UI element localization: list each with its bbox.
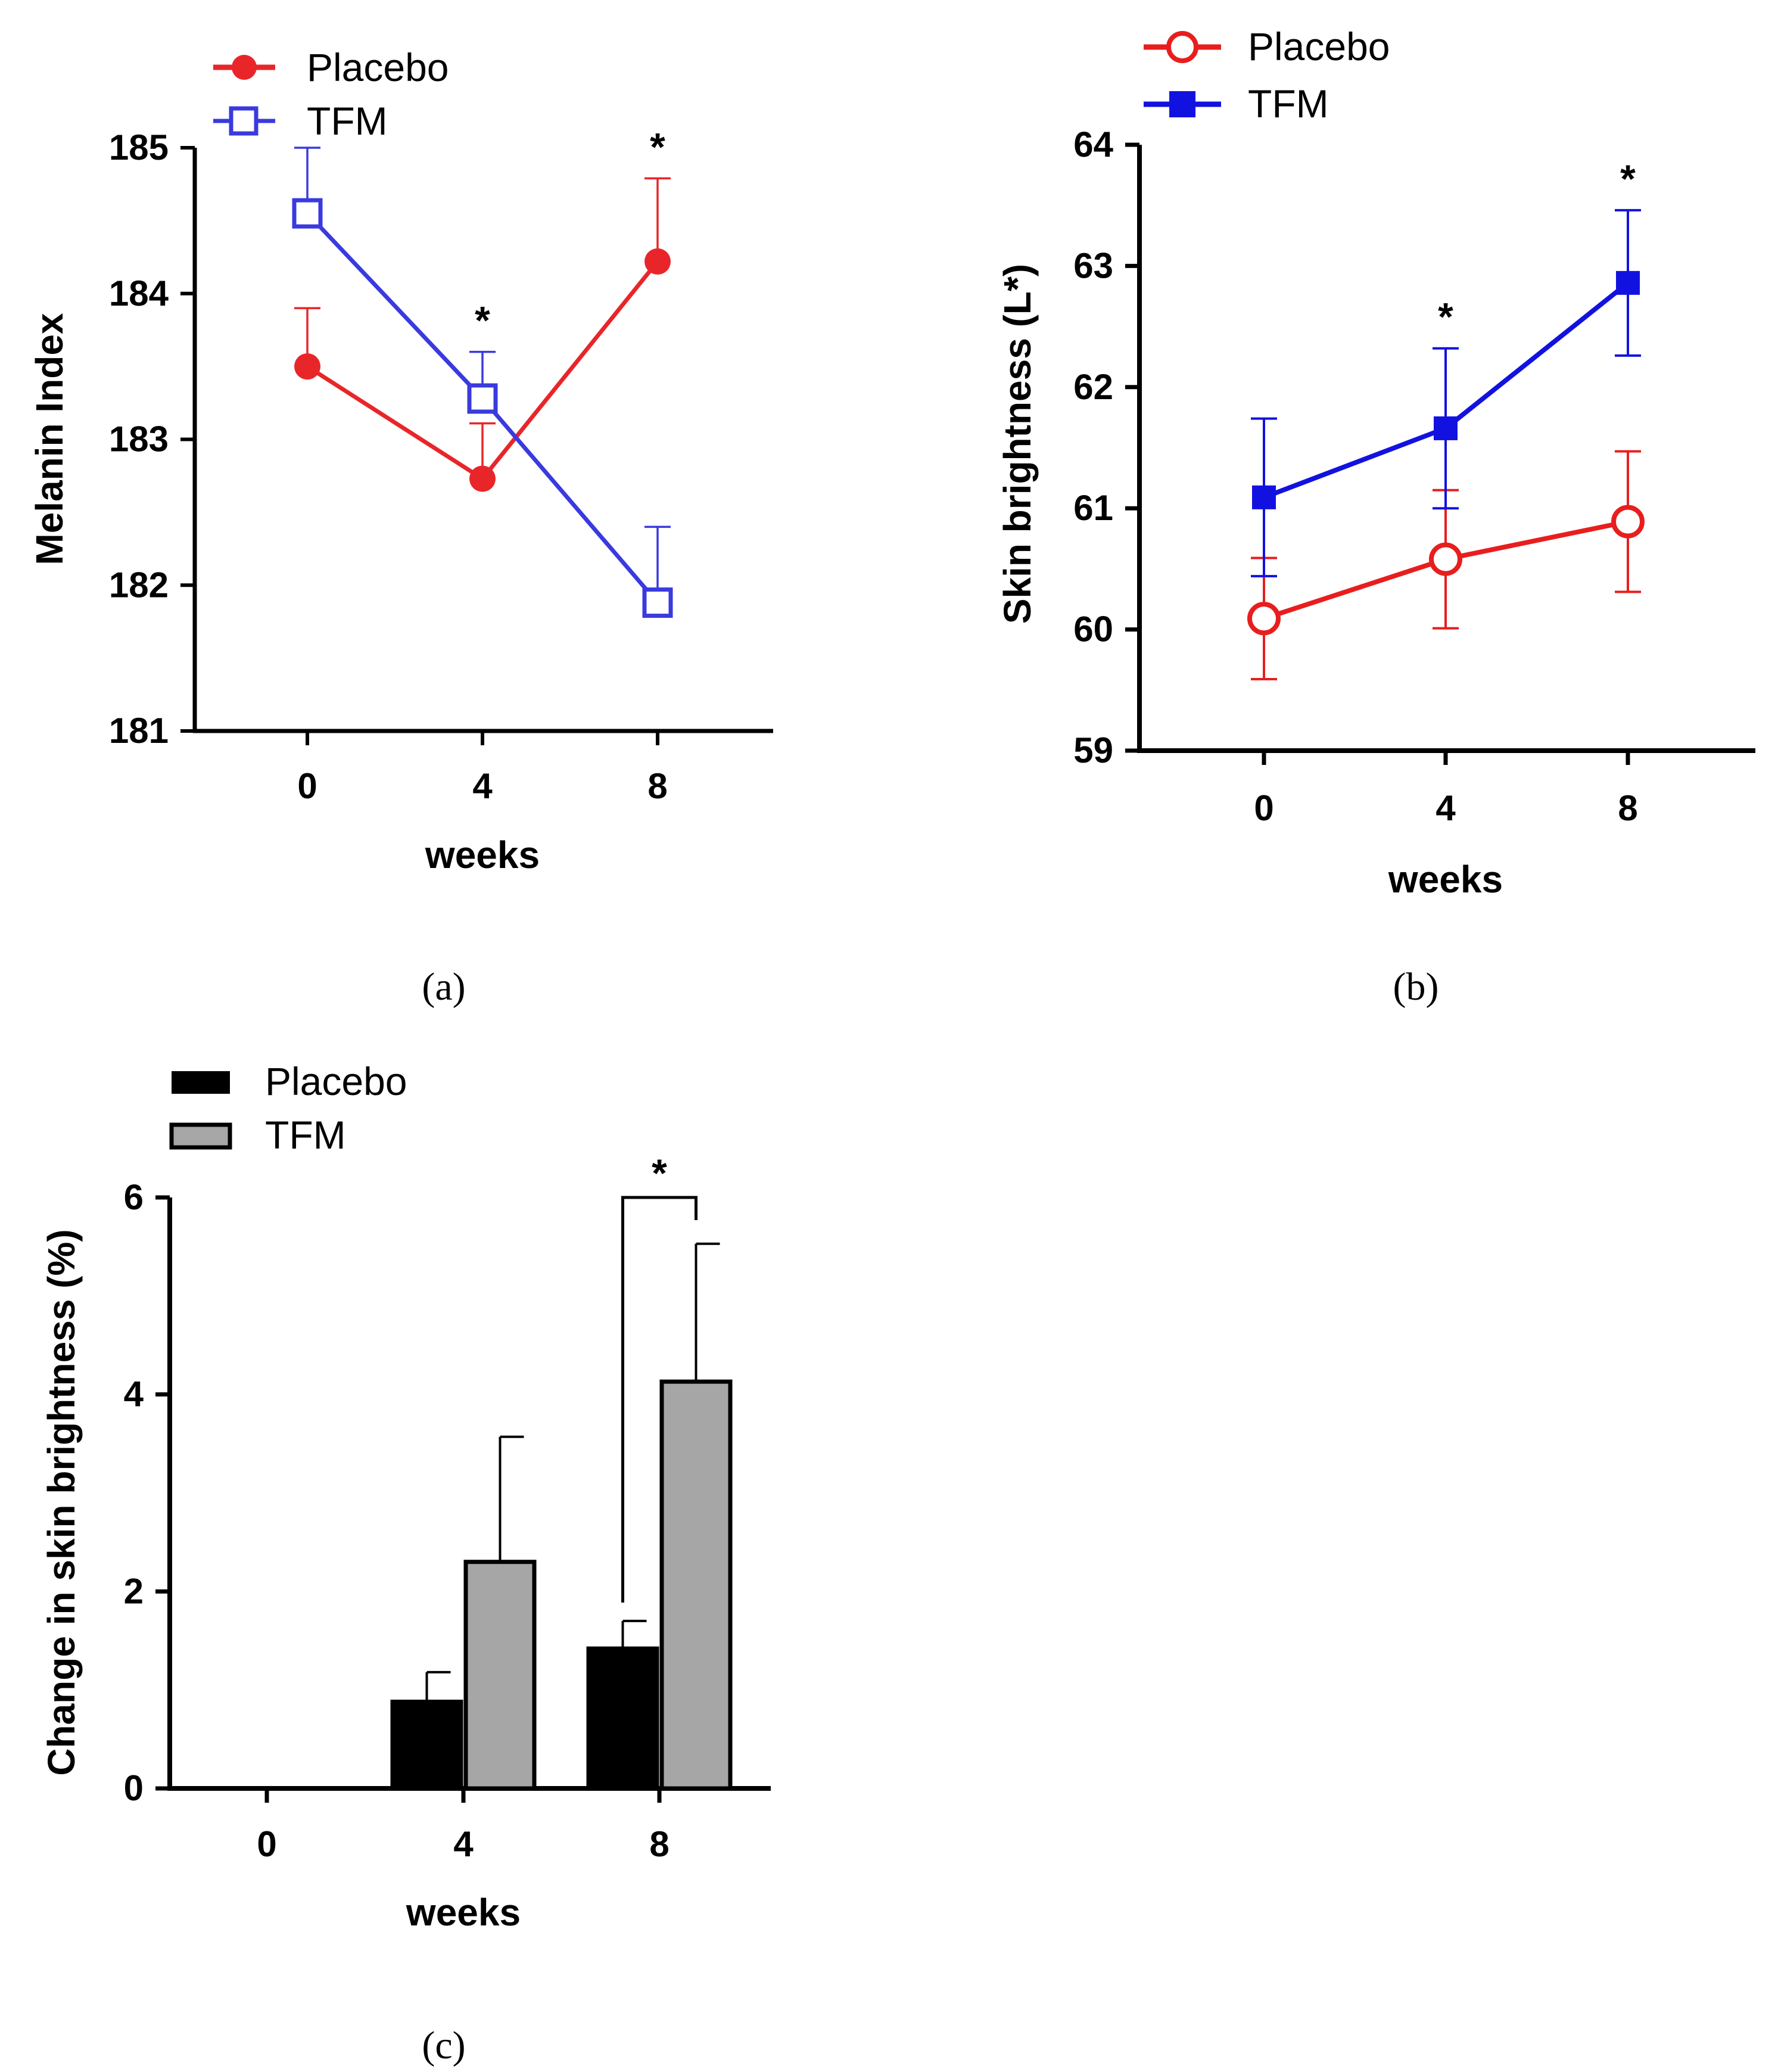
panel-c-y-tick-label-0: 0 <box>124 1768 144 1808</box>
panel-a-y-tick-label-4: 185 <box>109 127 169 167</box>
panel-c-label: (c) <box>422 2024 465 2067</box>
panel-c-bar-0-2 <box>586 1646 659 1791</box>
panel-c-x-tick-label-0: 0 <box>257 1824 276 1864</box>
panel-a-point-1-0 <box>292 198 323 229</box>
panel-c-y-tick-label-3: 6 <box>124 1177 144 1217</box>
panel-b-y-tick-label-4: 63 <box>1073 245 1113 285</box>
panel-b-point-0-1 <box>1429 542 1462 576</box>
panel-a-x-axis-title: weeks <box>425 833 540 876</box>
panel-b-x-tick-label-0: 0 <box>1254 788 1273 828</box>
panel-b-significance-star-0: * <box>1438 295 1453 339</box>
panel-b-x-tick-label-1: 4 <box>1436 788 1456 828</box>
panel-a-y-tick-label-0: 181 <box>109 711 169 751</box>
panel-b-point-1-2 <box>1616 270 1640 295</box>
panel-a-y-tick-label-3: 184 <box>109 273 169 313</box>
panel-b-y-tick-label-0: 59 <box>1073 730 1113 770</box>
panel-a-point-0-2 <box>644 248 671 275</box>
panel-a-point-1-2 <box>642 587 673 618</box>
panel-a-y-tick-label-1: 182 <box>109 565 169 605</box>
panel-c-bar-0-1 <box>390 1700 463 1791</box>
panel-a-legend-placebo: Placebo <box>307 45 449 89</box>
panel-a: 181 182 183 184 185 0 4 8 * * Melanin Index week… <box>28 45 773 1009</box>
panel-b-x-axis-title: weeks <box>1388 858 1503 901</box>
panel-b-y-tick-label-5: 64 <box>1073 125 1113 164</box>
panel-a-significance-star-0: * <box>475 298 490 343</box>
panel-c-legend-placebo: Placebo <box>265 1059 407 1103</box>
panel-c-significance-bracket-0 <box>621 1196 698 1603</box>
panel-b-y-tick-label-3: 62 <box>1073 367 1113 407</box>
panel-b-point-0-0 <box>1247 602 1281 636</box>
panel-c-legend-swatch-placebo <box>172 1071 230 1094</box>
panel-a-label: (a) <box>422 965 465 1009</box>
panel-a-x-tick-label-2: 8 <box>647 766 667 806</box>
panel-a-legend-tfm: TFM <box>307 99 388 143</box>
panel-a-x-tick-label-0: 0 <box>297 766 317 806</box>
panel-a-y-axis-title: Melanin Index <box>28 313 71 565</box>
panel-a-point-1-1 <box>467 383 498 414</box>
panel-c-legend-swatch-tfm <box>169 1122 232 1150</box>
panel-b-label: (b) <box>1393 965 1439 1009</box>
panel-b-y-tick-label-1: 60 <box>1073 609 1113 649</box>
panel-c-significance-star-0: * <box>652 1151 667 1195</box>
panel-c-bar-1-2 <box>659 1379 733 1791</box>
panel-a-legend-marker-tfm-square <box>229 106 259 136</box>
panel-b-point-1-1 <box>1434 416 1458 440</box>
panel-a-y-tick-label-2: 183 <box>109 419 169 459</box>
panel-c-legend-tfm: TFM <box>265 1113 346 1157</box>
panel-b-y-axis-title: Skin brightness (L*) <box>996 264 1039 624</box>
panel-c-bar-1-1 <box>463 1560 537 1791</box>
panel-b-legend-marker-tfm-square <box>1169 91 1195 117</box>
panel-c-x-tick-label-2: 8 <box>649 1824 669 1864</box>
panel-c-x-tick-label-1: 4 <box>453 1824 474 1864</box>
panel-a-point-0-0 <box>294 353 320 380</box>
panel-c-y-tick-label-1: 2 <box>124 1571 144 1611</box>
panel-b-significance-star-1: * <box>1620 157 1636 201</box>
panel-a-point-0-1 <box>469 465 496 492</box>
panel-b-x-tick-label-2: 8 <box>1618 788 1637 828</box>
panel-a-legend-marker-placebo-dot <box>232 55 257 80</box>
panel-b-point-0-2 <box>1611 505 1645 539</box>
panel-b-legend-marker-placebo-dot <box>1166 31 1198 63</box>
panel-c-y-tick-label-2: 4 <box>124 1374 144 1414</box>
panel-b-legend-tfm: TFM <box>1248 82 1329 126</box>
panel-a-x-tick-label-1: 4 <box>472 766 493 806</box>
panel-b-legend-placebo: Placebo <box>1248 24 1390 69</box>
panel-a-significance-star-1: * <box>650 125 665 169</box>
panel-c-y-axis-title: Change in skin brightness (%) <box>40 1229 83 1775</box>
panel-c-x-axis-title: weeks <box>406 1891 521 1934</box>
panel-b-y-tick-label-2: 61 <box>1073 488 1113 528</box>
panel-b-point-1-0 <box>1252 485 1276 509</box>
